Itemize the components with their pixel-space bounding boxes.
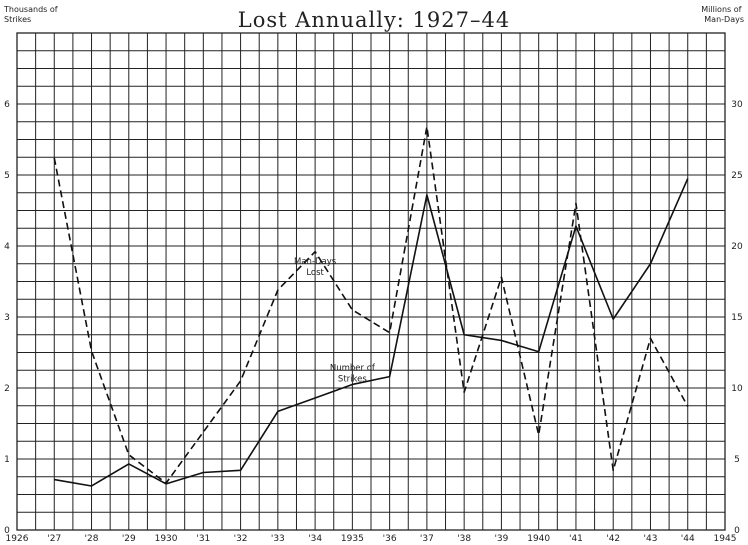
chart-title: Lost Annually: 1927–44 xyxy=(238,8,510,32)
x-tick-label: '42 xyxy=(606,534,620,544)
series-annotations: Man-Days Lost Number of Strikes xyxy=(294,257,376,385)
left-axis-label-line-1: Thousands of xyxy=(3,5,58,14)
annotation-line: Strikes xyxy=(338,374,367,384)
x-tick-label: '33 xyxy=(271,534,285,544)
annotation-line: Number of xyxy=(330,363,376,373)
x-tick-label: '27 xyxy=(47,534,61,544)
annotation-line: Man-Days xyxy=(294,257,337,267)
series-lines xyxy=(53,125,689,487)
left-tick-label: 1 xyxy=(4,455,10,465)
right-tick-label: 5 xyxy=(734,455,740,465)
x-tick-label: '38 xyxy=(457,534,471,544)
grid xyxy=(16,32,726,531)
left-tick-label: 6 xyxy=(4,100,10,110)
left-axis-label-line-2: Strikes xyxy=(4,15,31,24)
right-tick-label: 20 xyxy=(731,242,743,252)
x-tick-label: '34 xyxy=(308,534,322,544)
left-tick-label: 4 xyxy=(4,242,10,252)
x-tick-label: 1926 xyxy=(6,534,29,544)
annotation-strikes: Number of Strikes xyxy=(330,363,376,384)
x-tick-label: 1930 xyxy=(155,534,178,544)
x-tick-label: '44 xyxy=(681,534,695,544)
right-tick-label: 0 xyxy=(734,526,740,536)
left-tick-label: 2 xyxy=(4,384,10,394)
x-tick-label: '31 xyxy=(196,534,210,544)
x-tick-label: '39 xyxy=(494,534,508,544)
tick-labels: 1926 '27 '28 '29 1930 '31 '32 '33 '34 1935 '36 '37 '… xyxy=(4,100,743,544)
annotation-man-days: Man-Days Lost xyxy=(294,257,337,278)
right-axis-label-line-2: Man-Days xyxy=(704,15,744,24)
right-tick-label: 25 xyxy=(731,171,742,181)
x-tick-label: '36 xyxy=(383,534,397,544)
x-tick-label: 1945 xyxy=(714,534,737,544)
x-tick-label: '41 xyxy=(569,534,583,544)
plot-frame xyxy=(16,32,726,531)
right-tick-label: 15 xyxy=(731,313,742,323)
left-tick-label: 5 xyxy=(4,171,10,181)
right-tick-label: 30 xyxy=(731,100,743,110)
series-line-strikes xyxy=(54,178,689,487)
left-axis-label: Thousands of Strikes xyxy=(3,5,60,24)
series-line-man-days xyxy=(53,125,689,484)
x-tick-label: 1940 xyxy=(527,534,550,544)
x-tick-label: '28 xyxy=(85,534,99,544)
right-axis-label: Millions of Man-Days xyxy=(701,5,744,24)
left-tick-label: 3 xyxy=(4,313,10,323)
x-tick-label: 1935 xyxy=(341,534,364,544)
x-tick-label: '37 xyxy=(420,534,434,544)
x-tick-label: '32 xyxy=(234,534,248,544)
annotation-line: Lost xyxy=(306,268,324,278)
right-axis-label-line-1: Millions of xyxy=(701,5,741,14)
x-tick-label: '29 xyxy=(122,534,136,544)
left-tick-label: 0 xyxy=(4,526,10,536)
x-tick-label: '43 xyxy=(644,534,658,544)
right-tick-label: 10 xyxy=(731,384,743,394)
